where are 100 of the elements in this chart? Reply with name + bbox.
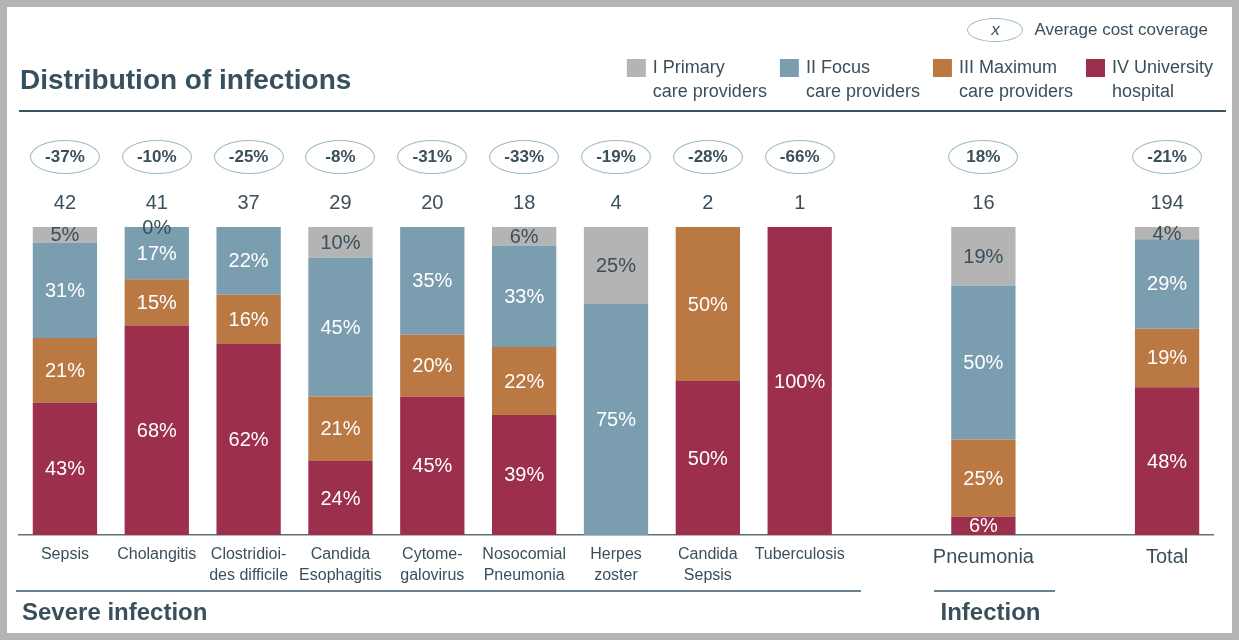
data-label: 22% [504,369,545,392]
text: 18% [966,146,1001,166]
x-tick-label: Tuberculosis [754,544,845,562]
data-label: 22% [228,249,269,272]
data-label: 35% [412,269,453,292]
x-tick-label: Total [1145,544,1189,567]
x-tick-label: Candida Sepsis [678,544,738,583]
text: -28% [688,146,728,166]
bar [216,344,281,535]
data-label: 48% [1147,449,1188,472]
bar [1134,387,1200,535]
data-label: 75% [595,408,637,431]
data-label: 15% [136,290,177,313]
bar [492,245,557,348]
text: 20 [421,190,444,213]
text: 42 [53,190,77,213]
legend-label: III Maximum care providers [958,56,1073,101]
bar [32,242,98,338]
data-label: 33% [504,284,545,307]
data-label: 25% [963,466,1004,489]
x-tick-label: Sepsis [40,544,89,562]
bar [400,396,465,535]
data-label: 45% [320,315,361,338]
text: 16 [972,190,995,213]
data-label: 17% [136,241,177,264]
data-label: 45% [412,454,453,477]
bar [400,334,465,397]
data-label: 68% [136,418,177,441]
legend-label: IV University hospital [1111,56,1214,101]
x-tick-label: Pneumonia [932,544,1035,567]
bar [124,325,189,535]
text: 37 [237,190,260,213]
data-label: 29% [1147,272,1188,295]
data-label: 50% [687,446,729,469]
text: 194 [1150,190,1184,213]
chart-title: Distribution of infections [20,63,352,95]
bar [32,337,98,403]
bar [583,304,649,535]
bar [675,227,740,381]
text: Average cost coverage [1034,19,1208,39]
bar [216,294,281,345]
text: 1 [794,190,806,213]
data-label: 4% [1152,221,1182,244]
data-label: 19% [963,244,1004,267]
bar [308,257,373,397]
bar [308,461,373,535]
text: -31% [412,146,453,166]
text: -19% [596,146,636,166]
x-tick-label: Cholangitis [117,544,197,562]
text: Severe infection [22,597,208,625]
bar [492,414,557,535]
text: -8% [325,146,356,166]
text: 41 [145,190,168,213]
text: Infection [940,597,1041,625]
text: -10% [136,146,177,166]
text: 18 [513,190,536,213]
data-label: 24% [320,486,361,509]
bar [492,347,557,415]
data-label: 5% [50,223,80,246]
bar [32,402,98,535]
text: -25% [228,146,269,166]
data-label: 21% [44,358,86,381]
data-label: 10% [320,230,361,253]
bar [583,227,649,304]
bar [1134,239,1200,329]
legend-label: I Primary care providers [652,56,767,101]
bar [308,396,373,462]
data-label: 6% [509,224,539,247]
bar [124,279,189,326]
text: -37% [45,146,85,166]
data-label: 0% [142,215,172,238]
data-label: 31% [44,278,86,301]
data-label: 50% [963,351,1004,374]
bar [767,227,832,535]
bar [951,439,1016,517]
text: 4 [610,190,622,213]
bar [1134,328,1200,388]
data-label: 16% [228,307,269,330]
text: -33% [504,146,544,166]
data-label: 43% [44,457,86,480]
x-tick-label: Candida Esophagitis [299,544,382,583]
text: -21% [1147,146,1187,166]
data-label: 6% [968,514,999,537]
bar [951,285,1016,440]
bar [216,227,281,295]
data-label: 100% [774,369,826,392]
text: 29 [329,190,352,213]
data-label: 19% [1147,346,1188,369]
data-label: 21% [320,417,361,440]
data-label: 39% [504,463,545,486]
bar [951,227,1016,286]
x-tick-label: Herpes zoster [590,544,642,583]
text: x [990,19,1001,39]
bar [675,381,740,535]
data-label: 62% [228,428,269,451]
x-tick-label: Clostridioi- des difficile [209,544,289,583]
x-tick-label: Nosocomial Pneumonia [482,544,566,583]
legend-label: II Focus care providers [805,56,920,101]
data-label: 25% [595,254,637,277]
data-label: 50% [687,292,729,315]
